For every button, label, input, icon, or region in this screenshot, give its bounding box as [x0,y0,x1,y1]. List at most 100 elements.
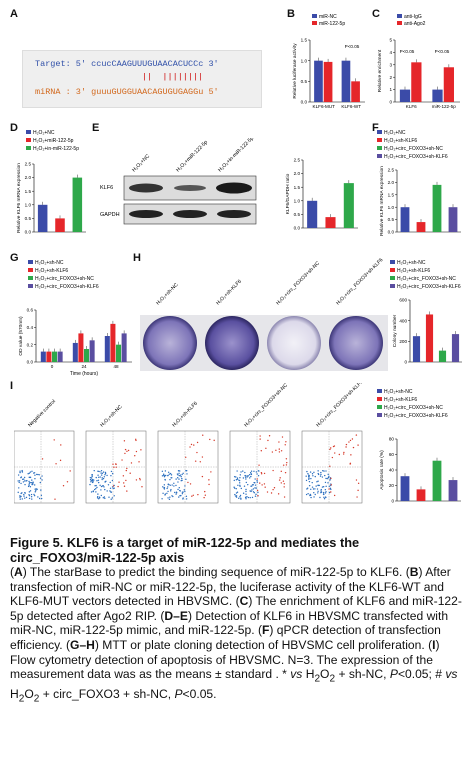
flow-event [250,485,252,487]
flow-event [267,439,269,442]
flow-event [182,472,184,475]
flow-event [167,483,169,486]
flow-event [134,455,136,457]
legend-entry: H₂O₂+circ_FOXO3+sh-NC [35,276,94,282]
y-axis-label: Relative KLF6 mRNA expression [379,166,385,236]
flow-event [100,494,103,497]
flow-event [108,496,110,498]
plate-circ-sh-klf6 [329,316,383,370]
legend-entry: H₂O₂+circ_FOXO3+sh-NC [384,405,443,411]
flow-event [104,488,106,491]
plate-circ-sh-nc [267,316,321,370]
flow-event [169,472,172,475]
flow-event [210,471,212,473]
flow-event [330,447,332,449]
flow-event [19,470,21,472]
flow-event [62,485,65,487]
flow-event [33,494,36,497]
flow-event [99,484,101,486]
flow-event [204,490,206,493]
flow-event [185,470,188,472]
legend-entry: miR-122-5p [319,21,345,27]
western-blot: H₂O₂+NC H₂O₂+miR-122-5p H₂O₂+in-miR-122-… [100,138,257,225]
flow-event [254,495,257,497]
flow-event [260,471,263,474]
flow-event [306,487,309,489]
flow-event [313,496,315,498]
flow-event [328,491,331,494]
flow-event [38,497,41,500]
flow-event [122,475,125,477]
y-tick-label: 1.5 [388,192,395,197]
flow-event [36,473,38,476]
flow-event [311,486,314,488]
flow-event [92,479,94,481]
flow-event [199,461,201,463]
flow-event [111,472,114,475]
flow-event [103,476,106,478]
y-tick-label: 1 [389,87,392,92]
bar [432,460,442,501]
flow-event [197,493,199,496]
legend-swatch [26,146,31,150]
bar [84,349,90,362]
bar [448,480,458,501]
bar [104,336,110,362]
blot-band [174,185,206,191]
x-axis-label: Time (hours) [70,371,98,376]
y-tick-label: 0.2 [27,342,34,347]
y-tick-label: 1.0 [294,198,301,203]
flow-event [29,471,32,473]
y-tick-label: 2.0 [25,175,32,180]
bar [411,62,422,102]
flow-event [271,451,274,453]
flow-event [180,480,182,482]
legend-entry: H₂O₂+circ_FOXO3+sh-KLF6 [384,413,448,419]
flow-event [97,470,100,473]
flow-event [168,473,171,475]
bar [399,89,411,102]
flow-event [272,488,274,491]
flow-plot-label: Negative control [27,399,57,429]
flow-event [203,496,205,499]
flow-event [101,477,103,479]
flow-event [327,477,330,479]
flow-event [173,482,175,484]
flow-event [115,466,117,468]
y-tick-label: 0.0 [301,100,308,105]
flow-event [254,487,256,489]
flow-event [177,481,179,483]
flow-event [185,478,187,481]
flow-event [98,496,101,498]
flow-event [254,482,256,484]
legend-entry: H₂O₂+circ_FOXO3+sh-NC [384,146,443,152]
flow-event [30,482,33,484]
flow-event [104,497,106,500]
legend-entry: H₂O₂+circ_FOXO3+sh-KLF6 [35,284,99,290]
legend-entry: H₂O₂+circ_FOXO3+sh-NC [397,276,456,282]
flow-event [345,443,348,446]
flow-event [312,475,314,477]
y-tick-label: 80 [389,437,395,442]
flow-event [201,475,204,478]
flow-event [139,477,141,480]
flow-event [34,474,36,476]
flow-event [238,497,240,500]
bar [116,344,122,362]
flow-event [60,444,62,446]
chart-g: 0.0 0.2 0.4 0.6OD value (570nm) 0 24 48 Time (h… [18,260,132,376]
flow-event [189,483,192,485]
flow-event [248,474,251,476]
flow-event [135,438,137,441]
y-tick-label: 0.6 [27,308,34,313]
legend-entry: anti-IgG [404,14,422,20]
flow-event [329,465,331,467]
flow-event [278,479,281,481]
flow-event [167,486,169,488]
flow-event [245,490,247,493]
flow-event [236,478,239,480]
flow-event [305,479,308,482]
flow-event [96,496,99,498]
flow-event [161,475,164,477]
